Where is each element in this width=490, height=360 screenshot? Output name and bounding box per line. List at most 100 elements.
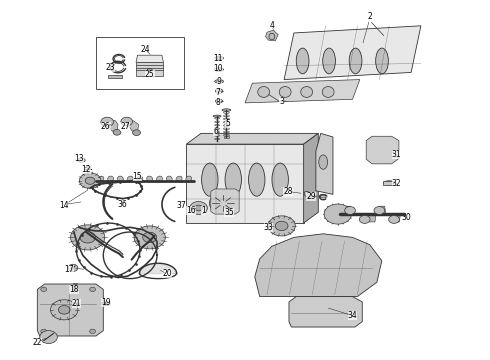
Ellipse shape <box>87 166 91 169</box>
Polygon shape <box>284 26 421 80</box>
Bar <box>223 136 229 138</box>
Text: 18: 18 <box>69 285 79 294</box>
Circle shape <box>217 199 229 208</box>
Ellipse shape <box>215 56 223 60</box>
Text: 7: 7 <box>216 87 220 96</box>
Text: 15: 15 <box>133 172 142 181</box>
Polygon shape <box>368 214 376 222</box>
Text: 10: 10 <box>213 64 223 73</box>
Text: 4: 4 <box>270 21 274 30</box>
Ellipse shape <box>101 302 110 306</box>
Ellipse shape <box>73 303 80 306</box>
Polygon shape <box>343 206 351 214</box>
Ellipse shape <box>323 48 336 74</box>
Ellipse shape <box>108 176 114 182</box>
Text: 13: 13 <box>74 154 84 163</box>
Circle shape <box>133 130 141 135</box>
Polygon shape <box>211 189 239 214</box>
Text: 36: 36 <box>117 200 127 209</box>
Circle shape <box>268 216 295 236</box>
Text: 24: 24 <box>140 45 149 54</box>
Polygon shape <box>378 206 386 214</box>
Ellipse shape <box>319 194 327 198</box>
Text: 26: 26 <box>101 122 111 131</box>
Ellipse shape <box>322 86 334 98</box>
Circle shape <box>113 130 121 135</box>
Ellipse shape <box>225 163 242 196</box>
Text: 8: 8 <box>216 98 220 107</box>
Ellipse shape <box>77 158 85 162</box>
Ellipse shape <box>216 99 223 103</box>
Ellipse shape <box>98 176 104 182</box>
Ellipse shape <box>216 89 223 93</box>
Polygon shape <box>255 234 382 297</box>
Ellipse shape <box>176 176 182 182</box>
Text: 3: 3 <box>279 96 284 105</box>
Text: 31: 31 <box>392 150 401 159</box>
Ellipse shape <box>304 192 311 197</box>
Bar <box>96 37 184 89</box>
Text: 11: 11 <box>213 54 223 63</box>
Circle shape <box>90 287 96 292</box>
Ellipse shape <box>215 80 223 83</box>
Ellipse shape <box>296 48 309 74</box>
Text: 37: 37 <box>176 201 186 210</box>
Ellipse shape <box>118 176 123 182</box>
Circle shape <box>324 204 351 224</box>
Text: 35: 35 <box>224 208 234 217</box>
Ellipse shape <box>213 115 221 117</box>
Circle shape <box>190 202 207 215</box>
Circle shape <box>359 216 370 224</box>
Bar <box>108 75 122 78</box>
Text: 9: 9 <box>217 77 221 86</box>
Ellipse shape <box>215 68 223 71</box>
Ellipse shape <box>272 163 289 196</box>
Circle shape <box>71 225 105 250</box>
Polygon shape <box>136 55 163 62</box>
Polygon shape <box>316 134 333 194</box>
Polygon shape <box>289 297 362 327</box>
Ellipse shape <box>147 68 152 71</box>
Circle shape <box>85 177 95 184</box>
Text: 30: 30 <box>401 213 411 222</box>
Circle shape <box>134 226 165 249</box>
Text: 27: 27 <box>121 122 130 131</box>
Polygon shape <box>37 284 103 336</box>
Ellipse shape <box>301 86 313 98</box>
Ellipse shape <box>137 176 143 182</box>
Text: 5: 5 <box>225 119 230 128</box>
Polygon shape <box>366 136 399 164</box>
Ellipse shape <box>319 155 328 169</box>
Polygon shape <box>127 121 139 134</box>
Text: 16: 16 <box>186 206 196 215</box>
Text: 2: 2 <box>367 12 372 21</box>
Polygon shape <box>186 144 304 223</box>
Polygon shape <box>392 214 400 222</box>
Circle shape <box>79 173 101 189</box>
Circle shape <box>50 300 78 320</box>
Polygon shape <box>266 30 278 41</box>
Circle shape <box>90 329 96 333</box>
Ellipse shape <box>147 176 153 182</box>
Bar <box>73 285 78 291</box>
Circle shape <box>195 205 202 211</box>
Circle shape <box>389 216 399 224</box>
Text: 14: 14 <box>59 201 69 210</box>
Ellipse shape <box>258 86 270 98</box>
Circle shape <box>332 210 343 219</box>
Text: 12: 12 <box>81 165 91 174</box>
Circle shape <box>40 330 57 343</box>
Circle shape <box>80 232 96 243</box>
Text: 20: 20 <box>162 269 171 278</box>
Text: 33: 33 <box>264 223 273 232</box>
Circle shape <box>58 306 70 314</box>
Circle shape <box>275 221 288 230</box>
Text: 19: 19 <box>101 298 111 307</box>
Ellipse shape <box>384 181 394 185</box>
Ellipse shape <box>376 48 389 74</box>
Text: 23: 23 <box>106 63 116 72</box>
Ellipse shape <box>127 176 133 182</box>
Ellipse shape <box>186 176 192 182</box>
Ellipse shape <box>279 86 291 98</box>
Circle shape <box>101 117 114 127</box>
